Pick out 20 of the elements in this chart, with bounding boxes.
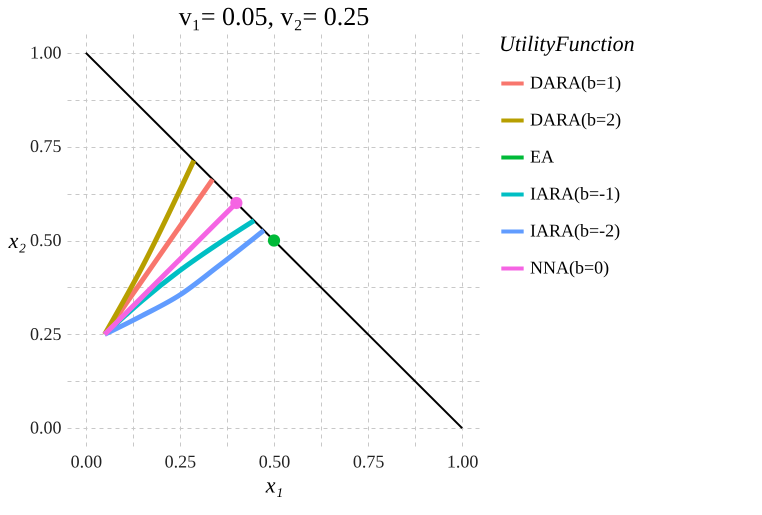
- chart-title: v₁= 0.05, v₂= 0.25: [178, 2, 370, 31]
- y-axis-title: x₂: [8, 228, 26, 253]
- legend-label: DARA(b=1): [530, 72, 622, 92]
- legend-label: DARA(b=2): [530, 110, 622, 130]
- y-tick-label: 0.75: [30, 136, 62, 156]
- legend-label: IARA(b=-2): [530, 220, 620, 240]
- legend-label: IARA(b=-1): [530, 184, 620, 204]
- legend-title: UtilityFunction: [499, 31, 635, 56]
- x-tick-label: 0.25: [164, 452, 196, 472]
- legend-label: EA: [530, 146, 554, 166]
- x-tick-label: 0.50: [258, 452, 290, 472]
- y-tick-label: 0.25: [30, 324, 62, 344]
- legend-label: NNA(b=0): [530, 258, 610, 278]
- x-tick-label: 0.75: [352, 452, 384, 472]
- y-tick-label: 0.00: [30, 418, 62, 438]
- y-tick-label: 1.00: [30, 42, 62, 62]
- x-tick-label: 1.00: [446, 452, 478, 472]
- x-tick-label: 0.00: [70, 452, 102, 472]
- y-tick-label: 0.50: [30, 230, 62, 250]
- x-axis-title: x₁: [264, 472, 284, 498]
